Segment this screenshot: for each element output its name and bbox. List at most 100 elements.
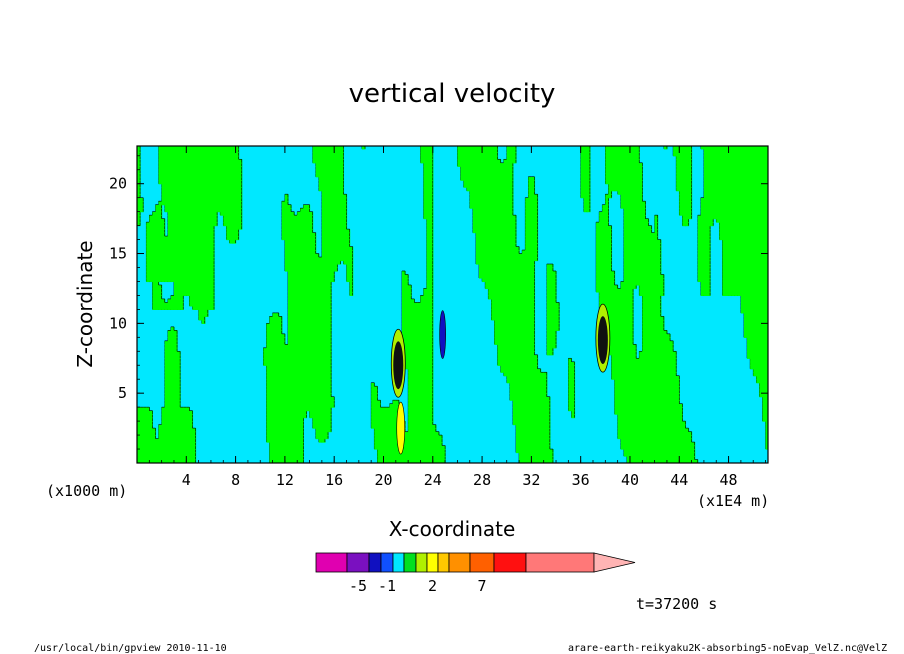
field-cell (272, 347, 277, 352)
field-cell (401, 274, 406, 279)
field-cell (229, 148, 234, 153)
field-cell (207, 159, 212, 164)
field-cell (155, 445, 160, 450)
field-cell (272, 459, 277, 463)
field-cell (306, 257, 311, 262)
field-cell (346, 250, 351, 255)
field-cell (189, 291, 194, 297)
field-cell (315, 326, 320, 331)
field-cell (226, 183, 231, 188)
field-cell (164, 187, 169, 192)
field-cell (411, 417, 415, 422)
field-cell (161, 194, 166, 199)
field-cell (426, 211, 431, 216)
field-cell (312, 274, 317, 279)
field-cell (423, 316, 428, 321)
field-cell (420, 389, 425, 394)
field-cell (232, 201, 237, 206)
field-cell (417, 305, 422, 310)
field-cell (287, 302, 292, 307)
field-cell (183, 270, 187, 276)
field-cell (173, 211, 178, 216)
field-cell (318, 180, 323, 185)
field-cell (167, 173, 172, 178)
field-cell (137, 194, 141, 199)
field-cell (426, 183, 431, 188)
field-cell (167, 340, 172, 345)
field-cell (291, 365, 295, 370)
field-cell (167, 428, 172, 433)
field-cell (300, 403, 304, 408)
field-cell (312, 410, 317, 415)
field-cell (155, 302, 160, 307)
field-cell (324, 333, 329, 338)
field-cell (146, 232, 150, 237)
field-cell (229, 204, 234, 209)
field-cell (192, 187, 197, 192)
field-cell (300, 326, 304, 331)
field-cell (318, 257, 323, 262)
field-cell (195, 288, 200, 293)
field-cell (164, 393, 169, 398)
field-cell (423, 372, 428, 377)
field-cell (161, 270, 166, 276)
field-cell (485, 187, 489, 192)
field-cell (204, 270, 209, 276)
field-cell (170, 155, 175, 160)
field-cell (186, 176, 190, 181)
field-cell (380, 421, 385, 426)
field-cell (149, 225, 153, 230)
field-cell (374, 386, 378, 391)
field-cell (321, 284, 326, 290)
field-cell (485, 267, 489, 272)
field-cell (479, 148, 483, 153)
field-cell (198, 298, 203, 303)
field-cell (183, 194, 187, 199)
field-cell (281, 204, 286, 209)
field-cell (287, 274, 292, 279)
field-cell (272, 382, 277, 387)
field-cell (401, 330, 406, 335)
field-cell (482, 211, 486, 216)
field-cell (466, 169, 471, 174)
field-cell (275, 340, 280, 345)
field-cell (284, 435, 289, 440)
field-cell (152, 264, 157, 269)
field-cell (214, 190, 218, 195)
field-cell (195, 183, 200, 188)
field-cell (414, 393, 418, 398)
field-cell (475, 148, 480, 153)
field-cell (337, 208, 341, 213)
field-cell (340, 253, 345, 258)
field-cell (321, 281, 326, 286)
field-cell (183, 222, 187, 227)
field-cell (137, 152, 141, 157)
field-cell (328, 309, 332, 314)
field-cell (420, 386, 425, 391)
field-cell (177, 176, 181, 181)
field-cell (472, 218, 477, 223)
field-cell (389, 410, 394, 415)
field-cell (303, 386, 308, 391)
field-cell (331, 232, 335, 237)
field-cell (479, 260, 483, 265)
field-cell (294, 396, 298, 401)
field-cell (137, 438, 141, 443)
field-cell (173, 389, 178, 394)
field-cell (337, 176, 341, 181)
field-cell (223, 166, 227, 171)
field-cell (158, 264, 163, 269)
field-cell (281, 337, 286, 342)
field-cell (343, 215, 348, 220)
field-cell (405, 361, 409, 366)
field-cell (324, 403, 329, 408)
field-cell (287, 277, 292, 283)
field-cell (186, 166, 190, 171)
field-cell (173, 274, 178, 279)
field-cell (472, 180, 477, 185)
field-cell (272, 344, 277, 349)
field-cell (195, 260, 200, 265)
field-cell (482, 190, 486, 195)
field-cell (414, 449, 418, 454)
field-cell (192, 236, 197, 241)
